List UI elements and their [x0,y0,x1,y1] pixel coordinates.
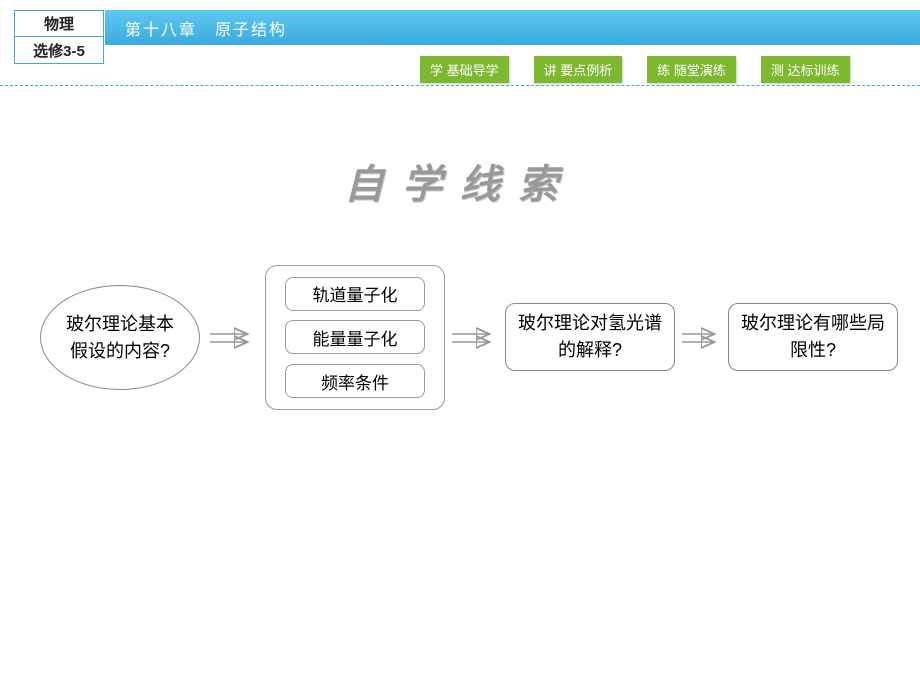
group-item-3: 频率条件 [285,364,425,398]
nav-btn-study[interactable]: 学 基础导学 [420,56,509,83]
tab-subject: 物理 [14,10,104,37]
group-item-2: 能量量子化 [285,320,425,354]
tab-textbook: 选修3-5 [14,37,104,64]
divider [0,85,920,86]
arrow-1 [208,323,258,353]
arrow-3 [680,323,725,353]
nav-btn-test[interactable]: 测 达标训练 [761,56,850,83]
main-title: 自学线索 [0,152,920,210]
left-tabs: 物理 选修3-5 [14,10,104,64]
flow-node-ellipse: 玻尔理论基本假设的内容? [40,285,200,390]
nav-buttons: 学 基础导学 讲 要点例析 练 随堂演练 测 达标训练 [420,56,850,83]
nav-btn-practice[interactable]: 练 随堂演练 [647,56,736,83]
nav-btn-explain[interactable]: 讲 要点例析 [534,56,623,83]
group-item-1: 轨道量子化 [285,277,425,311]
flow-node-q3: 玻尔理论对氢光谱的解释? [505,303,675,371]
flowchart: 玻尔理论基本假设的内容? 轨道量子化 能量量子化 频率条件 玻尔理论对氢光谱的解… [30,255,900,415]
flow-node-group: 轨道量子化 能量量子化 频率条件 [265,265,445,410]
chapter-title: 第十八章 原子结构 [125,16,287,40]
arrow-2 [450,323,500,353]
header-bar: 第十八章 原子结构 [105,10,920,45]
flow-node-q4: 玻尔理论有哪些局限性? [728,303,898,371]
